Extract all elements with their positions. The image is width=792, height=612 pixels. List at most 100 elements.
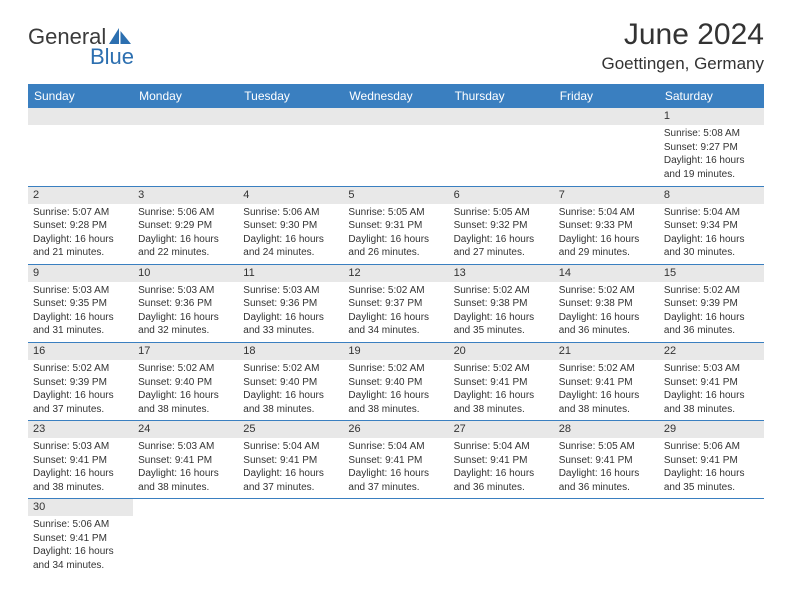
sunrise-line: Sunrise: 5:04 AM bbox=[454, 440, 549, 454]
page: GeneralBlue June 2024 Goettingen, German… bbox=[0, 0, 792, 595]
sunrise-line: Sunrise: 5:04 AM bbox=[243, 440, 338, 454]
day-details: Sunrise: 5:05 AMSunset: 9:31 PMDaylight:… bbox=[343, 204, 448, 264]
day-details: Sunrise: 5:04 AMSunset: 9:41 PMDaylight:… bbox=[238, 438, 343, 498]
logo: GeneralBlue bbox=[28, 24, 134, 70]
sunset-line: Sunset: 9:38 PM bbox=[559, 297, 654, 311]
sunrise-line: Sunrise: 5:02 AM bbox=[138, 362, 233, 376]
day-number: 12 bbox=[343, 265, 448, 282]
weekday-header: Tuesday bbox=[238, 84, 343, 108]
day-details: Sunrise: 5:02 AMSunset: 9:40 PMDaylight:… bbox=[133, 360, 238, 420]
calendar-table: SundayMondayTuesdayWednesdayThursdayFrid… bbox=[28, 84, 764, 577]
calendar-row: 9Sunrise: 5:03 AMSunset: 9:35 PMDaylight… bbox=[28, 264, 764, 342]
day-number: 15 bbox=[659, 265, 764, 282]
daylight-line: Daylight: 16 hours and 33 minutes. bbox=[243, 311, 338, 338]
calendar-cell: 25Sunrise: 5:04 AMSunset: 9:41 PMDayligh… bbox=[238, 421, 343, 499]
weekday-header: Monday bbox=[133, 84, 238, 108]
sunset-line: Sunset: 9:27 PM bbox=[664, 141, 759, 155]
sunset-line: Sunset: 9:41 PM bbox=[33, 532, 128, 546]
day-number: 6 bbox=[449, 187, 554, 204]
daylight-line: Daylight: 16 hours and 27 minutes. bbox=[454, 233, 549, 260]
day-number: 5 bbox=[343, 187, 448, 204]
weekday-header: Sunday bbox=[28, 84, 133, 108]
sunset-line: Sunset: 9:41 PM bbox=[138, 454, 233, 468]
sunrise-line: Sunrise: 5:02 AM bbox=[664, 284, 759, 298]
sunrise-line: Sunrise: 5:08 AM bbox=[664, 127, 759, 141]
calendar-cell: 21Sunrise: 5:02 AMSunset: 9:41 PMDayligh… bbox=[554, 342, 659, 420]
day-number: 4 bbox=[238, 187, 343, 204]
day-number: 16 bbox=[28, 343, 133, 360]
day-details: Sunrise: 5:04 AMSunset: 9:34 PMDaylight:… bbox=[659, 204, 764, 264]
day-details: Sunrise: 5:04 AMSunset: 9:41 PMDaylight:… bbox=[449, 438, 554, 498]
calendar-cell: 15 Sunrise: 5:02 AMSunset: 9:39 PMDayligh… bbox=[659, 264, 764, 342]
sunrise-line: Sunrise: 5:06 AM bbox=[138, 206, 233, 220]
day-details: Sunrise: 5:05 AMSunset: 9:41 PMDaylight:… bbox=[554, 438, 659, 498]
sunrise-line: Sunrise: 5:02 AM bbox=[33, 362, 128, 376]
calendar-cell: 7Sunrise: 5:04 AMSunset: 9:33 PMDaylight… bbox=[554, 186, 659, 264]
calendar-cell: 29Sunrise: 5:06 AMSunset: 9:41 PMDayligh… bbox=[659, 421, 764, 499]
daylight-line: Daylight: 16 hours and 36 minutes. bbox=[664, 311, 759, 338]
daylight-line: Daylight: 16 hours and 38 minutes. bbox=[243, 389, 338, 416]
day-number: 19 bbox=[343, 343, 448, 360]
calendar-cell: 17Sunrise: 5:02 AMSunset: 9:40 PMDayligh… bbox=[133, 342, 238, 420]
sunset-line: Sunset: 9:39 PM bbox=[664, 297, 759, 311]
sunrise-line: Sunrise: 5:02 AM bbox=[243, 362, 338, 376]
calendar-cell: 2Sunrise: 5:07 AMSunset: 9:28 PMDaylight… bbox=[28, 186, 133, 264]
calendar-cell bbox=[133, 499, 238, 577]
calendar-row: 2Sunrise: 5:07 AMSunset: 9:28 PMDaylight… bbox=[28, 186, 764, 264]
sunset-line: Sunset: 9:29 PM bbox=[138, 219, 233, 233]
sunrise-line: Sunrise: 5:05 AM bbox=[454, 206, 549, 220]
day-number: 22 bbox=[659, 343, 764, 360]
sunset-line: Sunset: 9:41 PM bbox=[664, 376, 759, 390]
sunset-line: Sunset: 9:40 PM bbox=[243, 376, 338, 390]
empty-day-bar bbox=[343, 108, 448, 125]
day-number: 10 bbox=[133, 265, 238, 282]
sunset-line: Sunset: 9:35 PM bbox=[33, 297, 128, 311]
daylight-line: Daylight: 16 hours and 38 minutes. bbox=[138, 389, 233, 416]
sunset-line: Sunset: 9:28 PM bbox=[33, 219, 128, 233]
sunrise-line: Sunrise: 5:02 AM bbox=[454, 284, 549, 298]
weekday-header-row: SundayMondayTuesdayWednesdayThursdayFrid… bbox=[28, 84, 764, 108]
empty-day-bar bbox=[238, 108, 343, 125]
calendar-cell bbox=[343, 108, 448, 186]
sunrise-line: Sunrise: 5:03 AM bbox=[664, 362, 759, 376]
day-details: Sunrise: 5:03 AMSunset: 9:41 PMDaylight:… bbox=[659, 360, 764, 420]
day-number: 28 bbox=[554, 421, 659, 438]
sunrise-line: Sunrise: 5:06 AM bbox=[664, 440, 759, 454]
daylight-line: Daylight: 16 hours and 38 minutes. bbox=[138, 467, 233, 494]
day-number: 13 bbox=[449, 265, 554, 282]
sunrise-line: Sunrise: 5:04 AM bbox=[348, 440, 443, 454]
daylight-line: Daylight: 16 hours and 37 minutes. bbox=[348, 467, 443, 494]
sunset-line: Sunset: 9:41 PM bbox=[559, 376, 654, 390]
daylight-line: Daylight: 16 hours and 37 minutes. bbox=[33, 389, 128, 416]
day-details: Sunrise: 5:02 AMSunset: 9:39 PMDaylight:… bbox=[28, 360, 133, 420]
sunrise-line: Sunrise: 5:05 AM bbox=[559, 440, 654, 454]
calendar-row: 23Sunrise: 5:03 AMSunset: 9:41 PMDayligh… bbox=[28, 421, 764, 499]
daylight-line: Daylight: 16 hours and 31 minutes. bbox=[33, 311, 128, 338]
day-details: Sunrise: 5:08 AMSunset: 9:27 PMDaylight:… bbox=[659, 125, 764, 185]
daylight-line: Daylight: 16 hours and 26 minutes. bbox=[348, 233, 443, 260]
day-number: 30 bbox=[28, 499, 133, 516]
day-details: Sunrise: 5:02 AMSunset: 9:38 PMDaylight:… bbox=[554, 282, 659, 342]
daylight-line: Daylight: 16 hours and 24 minutes. bbox=[243, 233, 338, 260]
sunrise-line: Sunrise: 5:02 AM bbox=[348, 284, 443, 298]
empty-day-bar bbox=[449, 108, 554, 125]
sunrise-line: Sunrise: 5:03 AM bbox=[33, 440, 128, 454]
day-details: Sunrise: 5:06 AMSunset: 9:41 PMDaylight:… bbox=[659, 438, 764, 498]
day-details: Sunrise: 5:02 AMSunset: 9:38 PMDaylight:… bbox=[449, 282, 554, 342]
calendar-cell: 1Sunrise: 5:08 AMSunset: 9:27 PMDaylight… bbox=[659, 108, 764, 186]
calendar-cell bbox=[133, 108, 238, 186]
weekday-header: Friday bbox=[554, 84, 659, 108]
calendar-cell: 9Sunrise: 5:03 AMSunset: 9:35 PMDaylight… bbox=[28, 264, 133, 342]
sunrise-line: Sunrise: 5:06 AM bbox=[243, 206, 338, 220]
calendar-cell: 10Sunrise: 5:03 AMSunset: 9:36 PMDayligh… bbox=[133, 264, 238, 342]
sunset-line: Sunset: 9:33 PM bbox=[559, 219, 654, 233]
calendar-row: 30Sunrise: 5:06 AMSunset: 9:41 PMDayligh… bbox=[28, 499, 764, 577]
daylight-line: Daylight: 16 hours and 19 minutes. bbox=[664, 154, 759, 181]
calendar-cell: 11Sunrise: 5:03 AMSunset: 9:36 PMDayligh… bbox=[238, 264, 343, 342]
day-number: 9 bbox=[28, 265, 133, 282]
calendar-cell: 5Sunrise: 5:05 AMSunset: 9:31 PMDaylight… bbox=[343, 186, 448, 264]
calendar-body: 1Sunrise: 5:08 AMSunset: 9:27 PMDaylight… bbox=[28, 108, 764, 577]
day-details: Sunrise: 5:02 AMSunset: 9:40 PMDaylight:… bbox=[238, 360, 343, 420]
weekday-header: Saturday bbox=[659, 84, 764, 108]
calendar-cell bbox=[449, 108, 554, 186]
